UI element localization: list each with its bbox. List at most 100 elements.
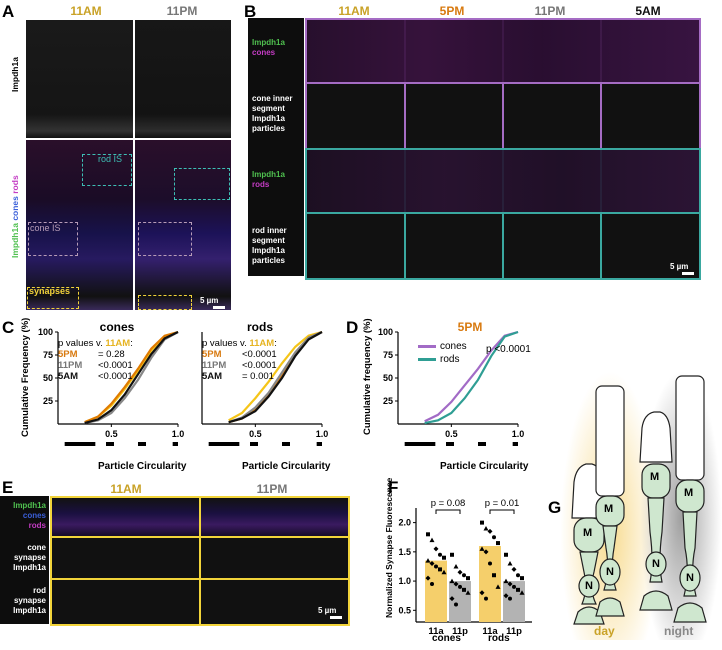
panel-d-series-rods (424, 330, 519, 425)
roi-rod-is-11am (82, 154, 132, 186)
bar-2-point-8 (492, 573, 496, 578)
panel-d-ytick-label-25: 25 (383, 396, 393, 406)
panel-e-grid (50, 496, 350, 626)
bar-0-point-10 (425, 575, 431, 581)
panel-b-scale-bar (682, 272, 694, 275)
nucleus-label-day-cone: N (585, 580, 593, 592)
bar-2-point-6 (483, 549, 489, 555)
bar-0-point-8 (438, 567, 442, 572)
panel-d-ytick-label-75: 75 (383, 350, 393, 360)
panel-b-cone-block (305, 18, 701, 150)
bar-xtick-label-3: 11p (506, 626, 522, 637)
bar-2-point-1 (483, 525, 489, 531)
panel-d-title: 5PM (457, 320, 483, 334)
panel-c-xlabel-cones: Particle Circularity (98, 461, 187, 472)
bar-1-point-11 (454, 602, 458, 607)
panel-b-row1-label: Impdh1a cones (252, 38, 285, 57)
panel-d-xtick-label-1: 1.0 (512, 429, 525, 439)
bar-0-point-0 (426, 532, 430, 537)
rods-chart-xtick-label-1: 1.0 (316, 429, 329, 439)
bar-2-point-9 (495, 584, 501, 589)
mito-label-night-cone: M (650, 471, 660, 483)
rods-chart-bin-bar-3 (316, 442, 322, 446)
cones-chart-bin-bar-0 (64, 442, 96, 446)
nucleus-label-night-cone: N (652, 558, 660, 570)
cones-chart-ytick-label-100: 100 (38, 327, 53, 337)
panel-label-g: G (548, 498, 562, 517)
roi-cone-is-11am (28, 222, 78, 256)
panel-label-d: D (346, 318, 359, 337)
panel-b-rod-block (305, 148, 701, 280)
bar-xtick-label-1: 11p (452, 626, 468, 637)
bar-1-point-4 (466, 576, 470, 581)
bar-pvalue-1: p = 0.01 (485, 498, 520, 509)
panel-c-cones-title: cones (99, 320, 135, 334)
bar-ytick-label-1: 1.0 (398, 576, 411, 586)
panel-e-row1-label: Impdh1a cones rods (13, 501, 46, 530)
bar-3-point-6 (507, 581, 513, 587)
rods-chart-series-11pm (228, 330, 323, 424)
panel-b-row4-label: rod inner segment Impdh1a particles (252, 226, 287, 265)
bar-0-point-3 (438, 552, 442, 557)
bar-3-point-0 (504, 552, 508, 557)
bar-2-point-10 (479, 590, 485, 596)
panel-c-ylabel: Cumulative Frequency (%) (20, 317, 31, 437)
panel-d-pvalue: p <0.0001 (486, 344, 531, 355)
panel-d-bin-bar-2 (478, 442, 486, 446)
panel-d-bin-bar-0 (404, 442, 436, 446)
cones-chart-ytick-label-75: 75 (43, 350, 53, 360)
bar-2-point-2 (487, 528, 493, 534)
nucleus-label-day-rod: N (606, 566, 614, 578)
cones-chart-bin-bar-1 (106, 442, 114, 446)
rods-chart-bin-bar-1 (250, 442, 258, 446)
mito-label-day-cone: M (583, 527, 593, 539)
roi-synapses-11am (27, 287, 79, 309)
panel-c-xlabel-rods: Particle Circularity (242, 461, 331, 472)
panel-b-time-4: 5AM (635, 4, 661, 18)
panel-e-row-labels-bg (0, 496, 49, 624)
panel-label-b: B (244, 2, 257, 21)
panel-a-row2-label: Impdh1a cones rods (10, 175, 20, 258)
bar-1-point-6 (453, 581, 459, 587)
roi-cone-is-11pm (138, 222, 192, 256)
bar-3-point-1 (507, 561, 513, 566)
roi-label-cone-is: cone IS (30, 223, 61, 233)
night-rod (673, 375, 707, 623)
bar-xtick-label-0: 11a (428, 626, 444, 637)
micro-a-merge-11am (26, 140, 133, 310)
bar-1-point-10 (449, 596, 455, 602)
panel-b-scale-label: 5 µm (670, 262, 689, 271)
panel-label-a: A (2, 2, 15, 21)
panel-d-ytick-label-100: 100 (378, 327, 393, 337)
cones-chart-xtick-label-0.5: 0.5 (105, 429, 118, 439)
bar-2-point-7 (488, 561, 492, 566)
bar-0-point-1 (429, 537, 435, 543)
bar-0-point-7 (434, 564, 438, 569)
bar-3-point-5 (503, 578, 509, 584)
bar-3-point-9 (519, 590, 525, 595)
panel-e-scale-bar (330, 616, 342, 619)
nucleus-label-night-rod: N (686, 572, 694, 584)
panel-f-group-rods: rods (488, 633, 510, 644)
bar-2-point-3 (492, 535, 496, 540)
panel-b-row3-label: Impdh1a rods (252, 170, 285, 189)
legend-label-cones: cones (440, 341, 467, 352)
roi-label-rod-is: rod IS (98, 154, 123, 164)
panel-d-xtick-label-0.5: 0.5 (445, 429, 458, 439)
bar-0-point-4 (442, 555, 446, 560)
roi-label-synapses: synapses (29, 286, 71, 296)
bar-0-point-9 (441, 569, 447, 575)
panel-a-row1-label: Impdh1a (10, 57, 20, 92)
micro-a-impdh-11am (26, 20, 133, 138)
panel-b-row-labels-bg (248, 18, 304, 276)
day-rod (595, 385, 625, 617)
rods-chart-xtick-label-0.5: 0.5 (249, 429, 262, 439)
panel-e-time-2: 11PM (256, 482, 288, 496)
cones-chart-bin-bar-2 (138, 442, 146, 446)
panel-e-scale-label: 5 µm (318, 606, 337, 615)
bar-0-point-11 (430, 582, 434, 586)
bar-bracket-0 (435, 509, 461, 514)
micro-a-impdh-11pm (135, 20, 231, 138)
panel-d-bin-bar-1 (446, 442, 454, 446)
panel-e-time-1: 11AM (110, 482, 142, 496)
